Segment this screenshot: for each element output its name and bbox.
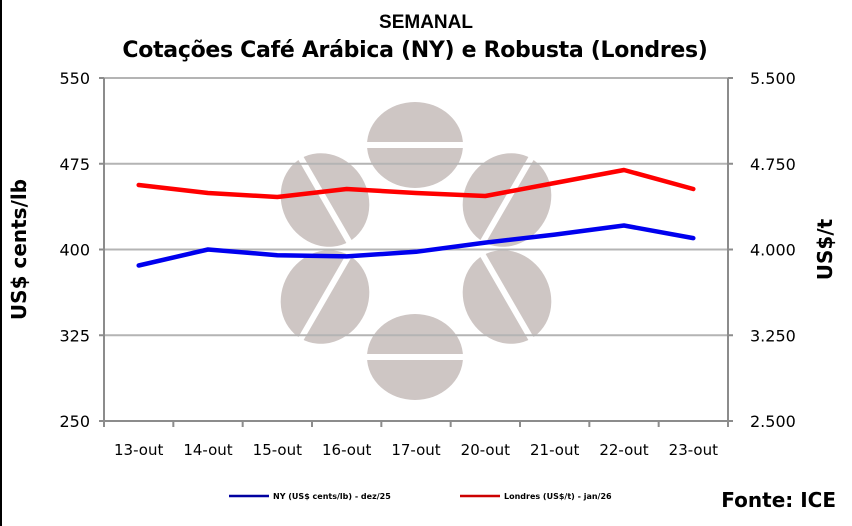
x-tick-label: 17-out [391,441,440,459]
x-tick-label: 22-out [599,441,648,459]
y-tick-label: 400 [59,241,90,260]
y-tick-label: 475 [59,155,90,174]
coffee-bean-icon [280,153,370,247]
chart-title: SEMANAL [379,12,473,33]
svg-text:NY (US$ cents/lb) - dez/25: NY (US$ cents/lb) - dez/25 [273,492,391,501]
axis-labels: 550 475 400 325 250 5.500 4.750 4.000 3.250 2.500… [7,69,837,459]
coffee-bean-icon [280,250,370,344]
y-tick-label: 250 [59,412,90,431]
coffee-bean-icon [462,250,552,344]
y2-tick-label: 2.500 [750,412,796,431]
coffee-bean-icon [462,153,552,247]
y2-tick-label: 4.750 [750,155,796,174]
coffee-bean-icon [363,314,467,400]
y2-tick-label: 5.500 [750,69,796,88]
chart-subtitle: Cotações Café Arábica (NY) e Robusta (Lo… [122,38,708,63]
series-line [136,167,696,200]
y-axis-title: US$ cents/lb [7,179,31,320]
y2-axis-title: US$/t [813,218,837,280]
x-tick-label: 21-out [530,441,579,459]
x-tick-label: 16-out [322,441,371,459]
coffee-beans-watermark [280,102,552,400]
legend-item: Londres (US$/t) - jan/26 [460,492,612,501]
frame-border [0,0,2,526]
axes [99,77,733,427]
x-tick-label: 13-out [114,441,163,459]
coffee-bean-icon [363,102,467,188]
series-lines [136,167,696,268]
svg-text:Londres (US$/t) - jan/26: Londres (US$/t) - jan/26 [504,492,612,501]
x-tick-label: 20-out [461,441,510,459]
y-tick-label: 325 [59,326,90,345]
x-tick-label: 14-out [183,441,232,459]
x-tick-label: 15-out [253,441,302,459]
source-label: Fonte: ICE [721,488,836,512]
y2-tick-label: 4.000 [750,241,796,260]
legend-item: NY (US$ cents/lb) - dez/25 [229,492,391,501]
y2-tick-label: 3.250 [750,326,796,345]
series-line [136,223,696,268]
x-tick-label: 23-out [669,441,718,459]
legend: NY (US$ cents/lb) - dez/25 Londres (US$/t… [229,492,612,501]
y-tick-label: 550 [59,69,90,88]
